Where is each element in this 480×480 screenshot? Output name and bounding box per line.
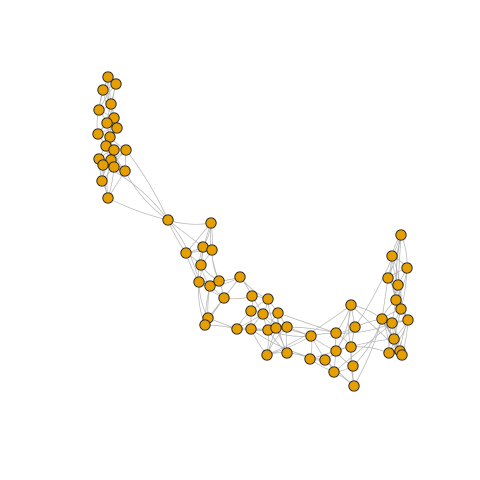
graph-node: [218, 292, 230, 304]
graph-node: [162, 214, 174, 226]
graph-node: [199, 319, 211, 331]
graph-node: [119, 165, 131, 177]
graph-node: [402, 314, 414, 326]
graph-node: [246, 290, 258, 302]
graph-node: [270, 322, 282, 334]
graph-node: [180, 247, 192, 259]
graph-node: [102, 192, 114, 204]
graph-node: [97, 84, 109, 96]
graph-node: [305, 330, 317, 342]
graph-node: [281, 321, 293, 333]
graph-node: [92, 128, 104, 140]
graph-edge: [107, 197, 169, 221]
graph-node: [272, 307, 284, 319]
graph-edge: [125, 149, 169, 221]
graph-node: [108, 144, 120, 156]
graph-node: [376, 313, 388, 325]
graph-node: [204, 280, 216, 292]
graph-node: [319, 354, 331, 366]
graph-node: [345, 299, 357, 311]
graph-node: [205, 217, 217, 229]
graph-node: [206, 244, 218, 256]
graph-node: [330, 327, 342, 339]
graph-node: [110, 78, 122, 90]
graph-node: [386, 317, 398, 329]
graph-edge: [333, 322, 393, 373]
graph-node: [102, 71, 114, 83]
graph-node: [348, 380, 360, 392]
graph-node: [261, 349, 273, 361]
graph-node: [388, 333, 400, 345]
graph-edge: [353, 318, 383, 387]
graph-node: [345, 341, 357, 353]
graph-node: [234, 271, 246, 283]
graph-edge: [102, 164, 169, 221]
graph-node: [392, 279, 404, 291]
graph-node: [97, 159, 109, 171]
graph-node: [108, 161, 120, 173]
graph-node: [231, 323, 243, 335]
graph-node: [105, 98, 117, 110]
graph-edge: [124, 170, 169, 221]
graph-node: [96, 175, 108, 187]
graph-node: [383, 347, 395, 359]
graph-edge: [350, 346, 390, 354]
graph-node: [390, 294, 402, 306]
graph-node: [111, 122, 123, 134]
graph-node: [395, 303, 407, 315]
graph-edge: [350, 304, 401, 352]
graph-node: [281, 347, 293, 359]
graph-node: [120, 144, 132, 156]
graph-node: [245, 305, 257, 317]
graph-node: [245, 323, 257, 335]
graph-node: [349, 321, 361, 333]
graph-node: [101, 117, 113, 129]
node-layer: [92, 71, 414, 392]
graph-node: [93, 104, 105, 116]
edge-layer: [96, 76, 409, 387]
graph-node: [330, 345, 342, 357]
graph-node: [195, 259, 207, 271]
graph-node: [304, 353, 316, 365]
graph-node: [382, 272, 394, 284]
graph-node: [386, 250, 398, 262]
graph-node: [347, 360, 359, 372]
graph-node: [396, 349, 408, 361]
graph-node: [213, 275, 225, 287]
graph-node: [257, 308, 269, 320]
graph-node: [328, 366, 340, 378]
graph-node: [395, 229, 407, 241]
graph-edge: [167, 219, 212, 225]
graph-edge: [354, 234, 402, 328]
graph-node: [401, 262, 413, 274]
graph-node: [193, 276, 205, 288]
graph-node: [262, 293, 274, 305]
